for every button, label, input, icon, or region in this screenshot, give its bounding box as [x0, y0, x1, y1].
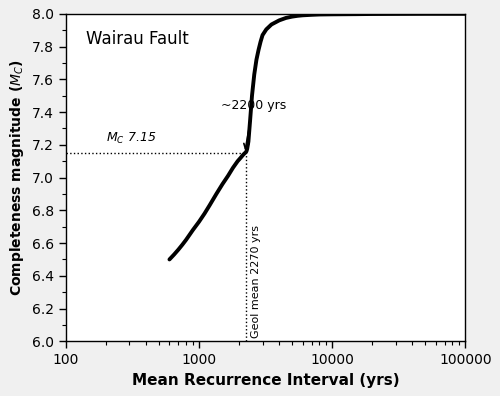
X-axis label: Mean Recurrence Interval (yrs): Mean Recurrence Interval (yrs)	[132, 373, 400, 388]
Text: $M_C$ 7.15: $M_C$ 7.15	[106, 131, 156, 147]
Y-axis label: Completeness magnitude ($M_C$): Completeness magnitude ($M_C$)	[8, 59, 26, 296]
Text: Geol mean 2270 yrs: Geol mean 2270 yrs	[251, 225, 261, 338]
Text: Wairau Fault: Wairau Fault	[86, 30, 188, 48]
Text: ~2200 yrs: ~2200 yrs	[220, 99, 286, 149]
